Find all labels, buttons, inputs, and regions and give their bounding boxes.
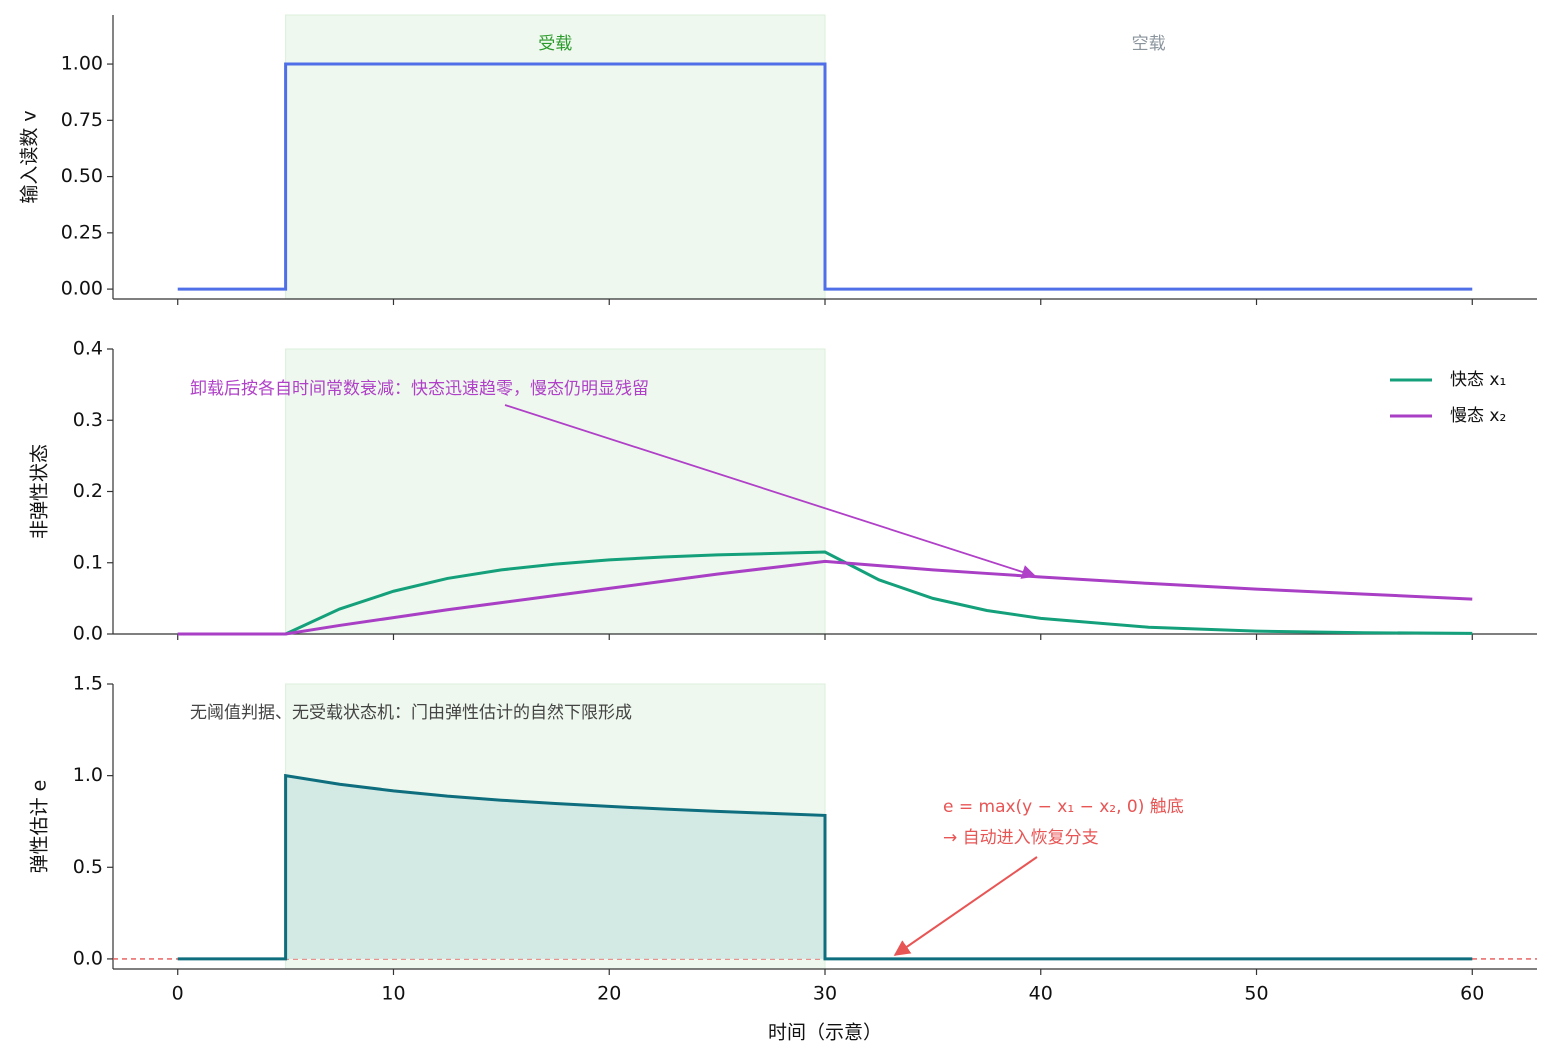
line [177, 773, 1473, 961]
y-axis-label: 输入读数 v [19, 110, 41, 203]
annotation-arrow [504, 404, 1037, 579]
y-tick-label: 0.00 [61, 278, 103, 300]
x-tick-label: 10 [381, 983, 405, 1005]
legend-label: 慢态 x₂ [1450, 405, 1506, 426]
line [177, 559, 1473, 636]
y-tick-label: 0.3 [73, 409, 103, 431]
y-tick-label: 0.0 [73, 623, 103, 645]
x-tick-label: 40 [1029, 983, 1053, 1005]
y-tick-label: 1.00 [61, 53, 103, 75]
line [177, 62, 1473, 291]
y-tick-label: 0.1 [73, 551, 103, 573]
x-tick-label: 0 [172, 983, 184, 1005]
x-axis-label: 时间（示意） [768, 1022, 882, 1044]
shaded-region [285, 14, 826, 300]
annotation: → 自动进入恢复分支 [943, 828, 1099, 848]
y-axis-label: 非弹性状态 [29, 444, 51, 539]
y-tick-label: 0.2 [73, 480, 103, 502]
shaded-region [285, 348, 826, 635]
annotation-arrow [893, 856, 1038, 956]
y-tick-label: 0.4 [73, 338, 103, 360]
y-tick-label: 0.50 [61, 165, 103, 187]
x-tick-label: 20 [597, 983, 621, 1005]
y-tick-label: 0.75 [61, 109, 103, 131]
annotation: e = max(y − x₁ − x₂, 0) 触底 [943, 797, 1184, 817]
y-tick-label: 0.5 [73, 856, 103, 878]
x-tick-label: 30 [813, 983, 837, 1005]
y-tick-label: 0.0 [73, 947, 103, 969]
x-tick-label: 60 [1460, 983, 1484, 1005]
y-tick-label: 1.5 [73, 673, 103, 695]
y-axis-label: 弹性估计 e [29, 780, 51, 874]
region-label: 受载 [538, 34, 572, 54]
y-tick-label: 1.0 [73, 764, 103, 786]
legend-label: 快态 x₁ [1450, 370, 1506, 390]
annotation: 无阈值判据、无受载状态机：门由弹性估计的自然下限形成 [190, 703, 632, 723]
region-label: 空载 [1132, 34, 1166, 54]
x-tick-label: 50 [1244, 983, 1268, 1005]
annotation: 卸载后按各自时间常数衰减：快态迅速趋零，慢态仍明显残留 [190, 378, 649, 399]
y-tick-label: 0.25 [61, 221, 103, 243]
line [177, 550, 1473, 636]
